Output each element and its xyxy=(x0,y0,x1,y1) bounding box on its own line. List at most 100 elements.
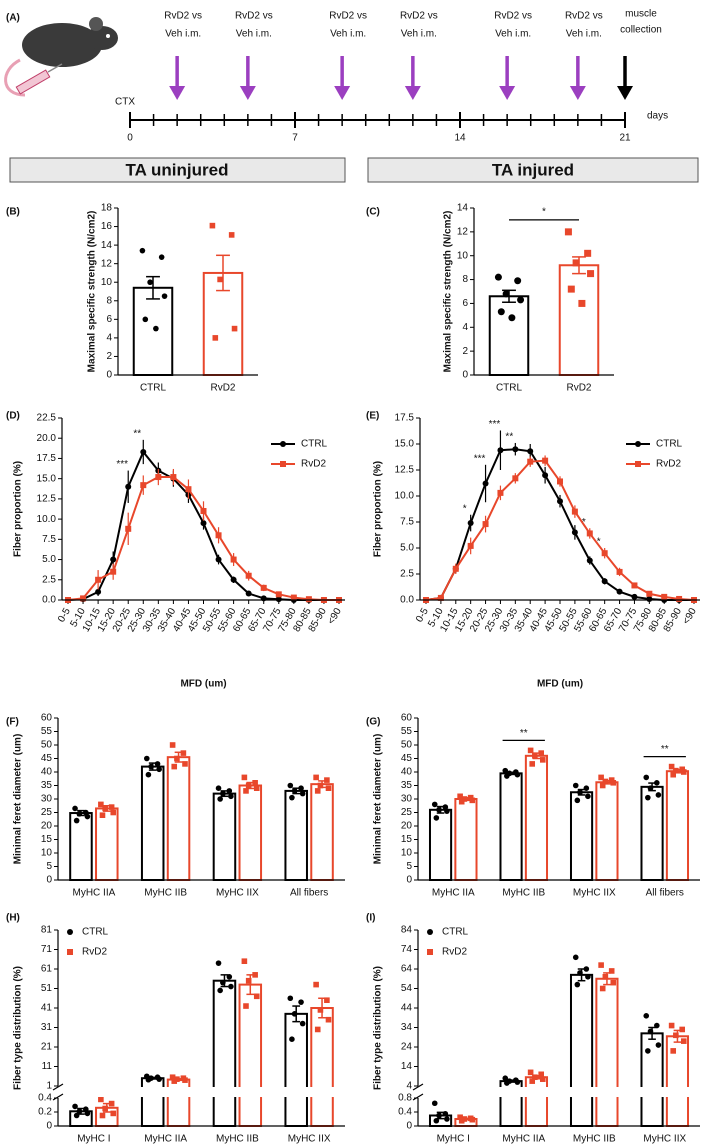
header-box xyxy=(367,157,699,183)
data-point xyxy=(325,785,332,791)
data-point xyxy=(253,785,260,791)
data-point xyxy=(571,508,578,515)
data-point xyxy=(298,785,304,791)
data-point xyxy=(245,590,252,597)
data-point xyxy=(95,588,102,595)
injection-arrow-head xyxy=(239,86,256,100)
data-point xyxy=(220,979,226,986)
significance: ** xyxy=(505,432,513,443)
data-point xyxy=(574,981,581,988)
data-point xyxy=(578,299,586,307)
bar xyxy=(428,808,453,881)
y-tick-label: 0 xyxy=(406,875,412,886)
data-point xyxy=(314,1026,321,1033)
y-tick-label: 12.5 xyxy=(395,465,415,476)
panel-label: (B) xyxy=(6,207,20,218)
data-point xyxy=(616,568,623,575)
bar xyxy=(212,979,237,1128)
legend-marker xyxy=(427,929,433,935)
y-tick-label: 2 xyxy=(462,346,468,357)
y-tick-label: 6 xyxy=(106,314,112,325)
y-tick-label: 5 xyxy=(46,861,52,872)
data-point xyxy=(668,763,675,770)
y-tick-label: 15.0 xyxy=(37,473,57,484)
data-point xyxy=(182,1077,188,1083)
y-tick-label: 0 xyxy=(462,370,468,381)
data-point xyxy=(252,972,258,978)
timeline-tick-label: 0 xyxy=(127,133,133,144)
data-point xyxy=(631,593,638,600)
y-tick-label: 2.5 xyxy=(400,569,414,580)
data-point xyxy=(215,960,222,966)
mouse-head xyxy=(86,26,118,50)
legend-label: RvD2 xyxy=(442,947,467,958)
y-tick-label: 25 xyxy=(41,807,53,818)
data-point xyxy=(571,529,578,536)
y-tick-label: 35 xyxy=(41,780,53,791)
data-point xyxy=(73,817,80,824)
data-point xyxy=(433,815,440,821)
data-point xyxy=(572,954,579,961)
data-point xyxy=(215,556,222,563)
data-point xyxy=(290,594,297,601)
bar xyxy=(238,784,263,881)
data-point xyxy=(287,995,294,1002)
data-point xyxy=(145,1076,152,1083)
bar xyxy=(524,1076,549,1127)
data-point xyxy=(99,1112,106,1119)
data-point xyxy=(226,788,233,794)
panel-label: (I) xyxy=(366,913,375,924)
data-point xyxy=(668,1022,675,1029)
collection-label: muscle xyxy=(625,9,657,20)
y-tick-label: 16 xyxy=(101,221,113,232)
axis-break-mark xyxy=(412,1083,424,1091)
data-point xyxy=(317,782,324,789)
bar xyxy=(310,1007,334,1127)
data-point xyxy=(209,222,216,229)
data-point xyxy=(599,782,606,789)
data-point xyxy=(95,576,102,583)
y-tick-label: 5.0 xyxy=(42,554,56,565)
data-point xyxy=(458,1117,465,1124)
bar xyxy=(238,983,263,1127)
y-tick-label: 2 xyxy=(106,351,112,362)
data-point xyxy=(679,1026,685,1033)
data-point xyxy=(514,277,522,285)
data-point xyxy=(646,595,653,602)
data-point xyxy=(143,755,150,762)
injection-label: RvD2 vs xyxy=(494,11,532,22)
y-axis-title: Maximal specific strength (N/cm2) xyxy=(87,211,98,373)
data-point xyxy=(616,588,623,595)
data-point xyxy=(655,1042,662,1048)
y-tick-label: 12 xyxy=(457,226,469,237)
data-point xyxy=(228,793,234,800)
data-point xyxy=(647,1028,654,1035)
x-tick-label: CTRL xyxy=(496,383,523,394)
data-point xyxy=(230,576,237,583)
y-tick-label: 10 xyxy=(41,848,53,859)
significance: * xyxy=(597,537,601,548)
data-point xyxy=(253,993,260,1000)
data-point xyxy=(324,777,330,783)
y-axis-title: Minimal feret diameter (um) xyxy=(13,734,24,865)
panel-label: (A) xyxy=(6,13,20,24)
data-point xyxy=(673,767,679,774)
syringe-needle xyxy=(47,63,63,73)
bar xyxy=(595,977,619,1127)
collection-arrow-head xyxy=(617,86,633,100)
y-tick-label: 35 xyxy=(401,780,413,791)
data-point xyxy=(529,761,536,767)
data-point xyxy=(145,771,152,778)
data-point xyxy=(147,279,153,286)
data-point xyxy=(185,486,192,493)
data-point xyxy=(577,970,583,976)
bar xyxy=(95,807,119,882)
data-point xyxy=(654,1022,660,1029)
bar xyxy=(212,792,237,881)
bar xyxy=(140,765,165,881)
injection-label: Veh i.m. xyxy=(401,29,437,40)
y-axis-title: Fiber type distribution (%) xyxy=(13,966,24,1090)
data-point xyxy=(171,763,178,770)
y-tick-label: 45 xyxy=(41,753,53,764)
